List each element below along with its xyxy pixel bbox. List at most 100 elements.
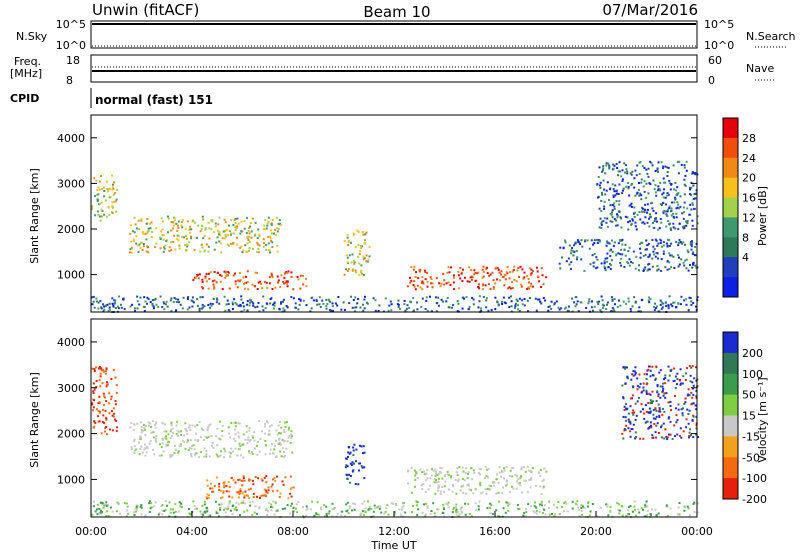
data-cell bbox=[112, 305, 115, 308]
data-cell bbox=[653, 188, 656, 191]
data-cell bbox=[641, 165, 644, 168]
data-cell bbox=[694, 264, 697, 267]
data-cell bbox=[285, 421, 288, 423]
data-cell bbox=[160, 217, 163, 220]
data-cell bbox=[389, 300, 392, 303]
data-cell bbox=[356, 229, 359, 232]
data-cell bbox=[439, 493, 442, 496]
x-tick-label: 20:00 bbox=[580, 525, 612, 538]
data-cell bbox=[305, 285, 308, 288]
data-cell bbox=[143, 428, 146, 431]
data-cell bbox=[695, 389, 698, 392]
data-cell bbox=[163, 430, 166, 433]
data-cell bbox=[659, 410, 662, 413]
data-cell bbox=[118, 295, 121, 298]
data-cell bbox=[628, 204, 631, 207]
data-cell bbox=[218, 503, 221, 506]
data-cell bbox=[252, 302, 255, 305]
data-cell bbox=[672, 164, 675, 167]
data-cell bbox=[269, 249, 271, 252]
data-cell bbox=[159, 247, 162, 250]
data-cell bbox=[675, 407, 677, 410]
data-cell bbox=[690, 181, 693, 184]
data-cell bbox=[448, 474, 450, 476]
data-cell bbox=[576, 300, 579, 303]
data-cell bbox=[668, 295, 671, 298]
data-cell bbox=[237, 279, 240, 282]
data-cell bbox=[675, 207, 678, 210]
data-cell bbox=[649, 411, 652, 414]
data-cell bbox=[126, 509, 129, 512]
data-cell bbox=[638, 373, 641, 376]
data-cell bbox=[305, 277, 307, 280]
data-cell bbox=[272, 452, 275, 455]
data-cell bbox=[126, 505, 129, 508]
data-cell bbox=[101, 502, 104, 505]
data-cell bbox=[504, 274, 507, 277]
data-cell bbox=[189, 429, 192, 431]
data-cell bbox=[353, 261, 356, 264]
data-cell bbox=[146, 447, 149, 450]
data-cell bbox=[649, 399, 652, 402]
data-cell bbox=[163, 247, 166, 250]
data-cell bbox=[112, 407, 115, 410]
data-cell bbox=[279, 432, 282, 435]
data-cell bbox=[216, 427, 219, 430]
data-cell bbox=[164, 500, 167, 503]
data-cell bbox=[661, 203, 663, 206]
data-cell bbox=[113, 412, 116, 415]
data-cell bbox=[198, 456, 201, 459]
data-cell bbox=[615, 163, 618, 165]
data-cell bbox=[145, 250, 148, 253]
data-cell bbox=[588, 298, 591, 301]
data-cell bbox=[247, 438, 250, 441]
data-cell bbox=[658, 414, 661, 417]
data-cell bbox=[186, 245, 189, 248]
data-cell bbox=[129, 305, 132, 308]
data-cell bbox=[619, 262, 622, 264]
data-cell bbox=[684, 243, 686, 246]
data-cell bbox=[503, 477, 505, 480]
data-cell bbox=[622, 397, 625, 400]
data-cell bbox=[93, 399, 96, 402]
data-cell bbox=[353, 310, 356, 313]
data-cell bbox=[663, 378, 665, 381]
data-cell bbox=[208, 227, 211, 230]
data-cell bbox=[283, 276, 286, 279]
data-cell bbox=[149, 500, 151, 503]
data-cell bbox=[622, 437, 625, 440]
data-cell bbox=[225, 275, 228, 278]
data-cell bbox=[180, 434, 183, 436]
data-cell bbox=[127, 512, 130, 515]
data-cell bbox=[580, 301, 583, 304]
data-cell bbox=[660, 301, 663, 304]
data-cell bbox=[526, 274, 529, 277]
data-cell bbox=[292, 486, 295, 489]
data-cell bbox=[292, 507, 295, 510]
data-cell bbox=[286, 280, 289, 283]
data-cell bbox=[511, 287, 514, 290]
data-cell bbox=[178, 501, 181, 504]
data-cell bbox=[611, 298, 614, 301]
nave-label: Nave bbox=[746, 62, 774, 75]
data-cell bbox=[232, 242, 234, 245]
data-cell bbox=[198, 421, 201, 424]
data-cell bbox=[133, 423, 136, 426]
data-cell bbox=[653, 253, 655, 256]
data-cell bbox=[236, 454, 239, 457]
data-cell bbox=[235, 425, 238, 428]
data-cell bbox=[647, 192, 650, 195]
data-cell bbox=[502, 486, 505, 489]
data-cell bbox=[653, 422, 656, 425]
data-cell bbox=[163, 302, 165, 305]
data-cell bbox=[99, 372, 102, 375]
data-cell bbox=[617, 174, 619, 177]
data-cell bbox=[685, 372, 687, 375]
data-cell bbox=[186, 298, 189, 300]
data-cell bbox=[105, 400, 108, 402]
data-cell bbox=[220, 251, 223, 254]
data-cell bbox=[656, 220, 658, 223]
data-cell bbox=[514, 305, 517, 308]
data-cell bbox=[430, 282, 433, 285]
data-cell bbox=[114, 400, 117, 402]
